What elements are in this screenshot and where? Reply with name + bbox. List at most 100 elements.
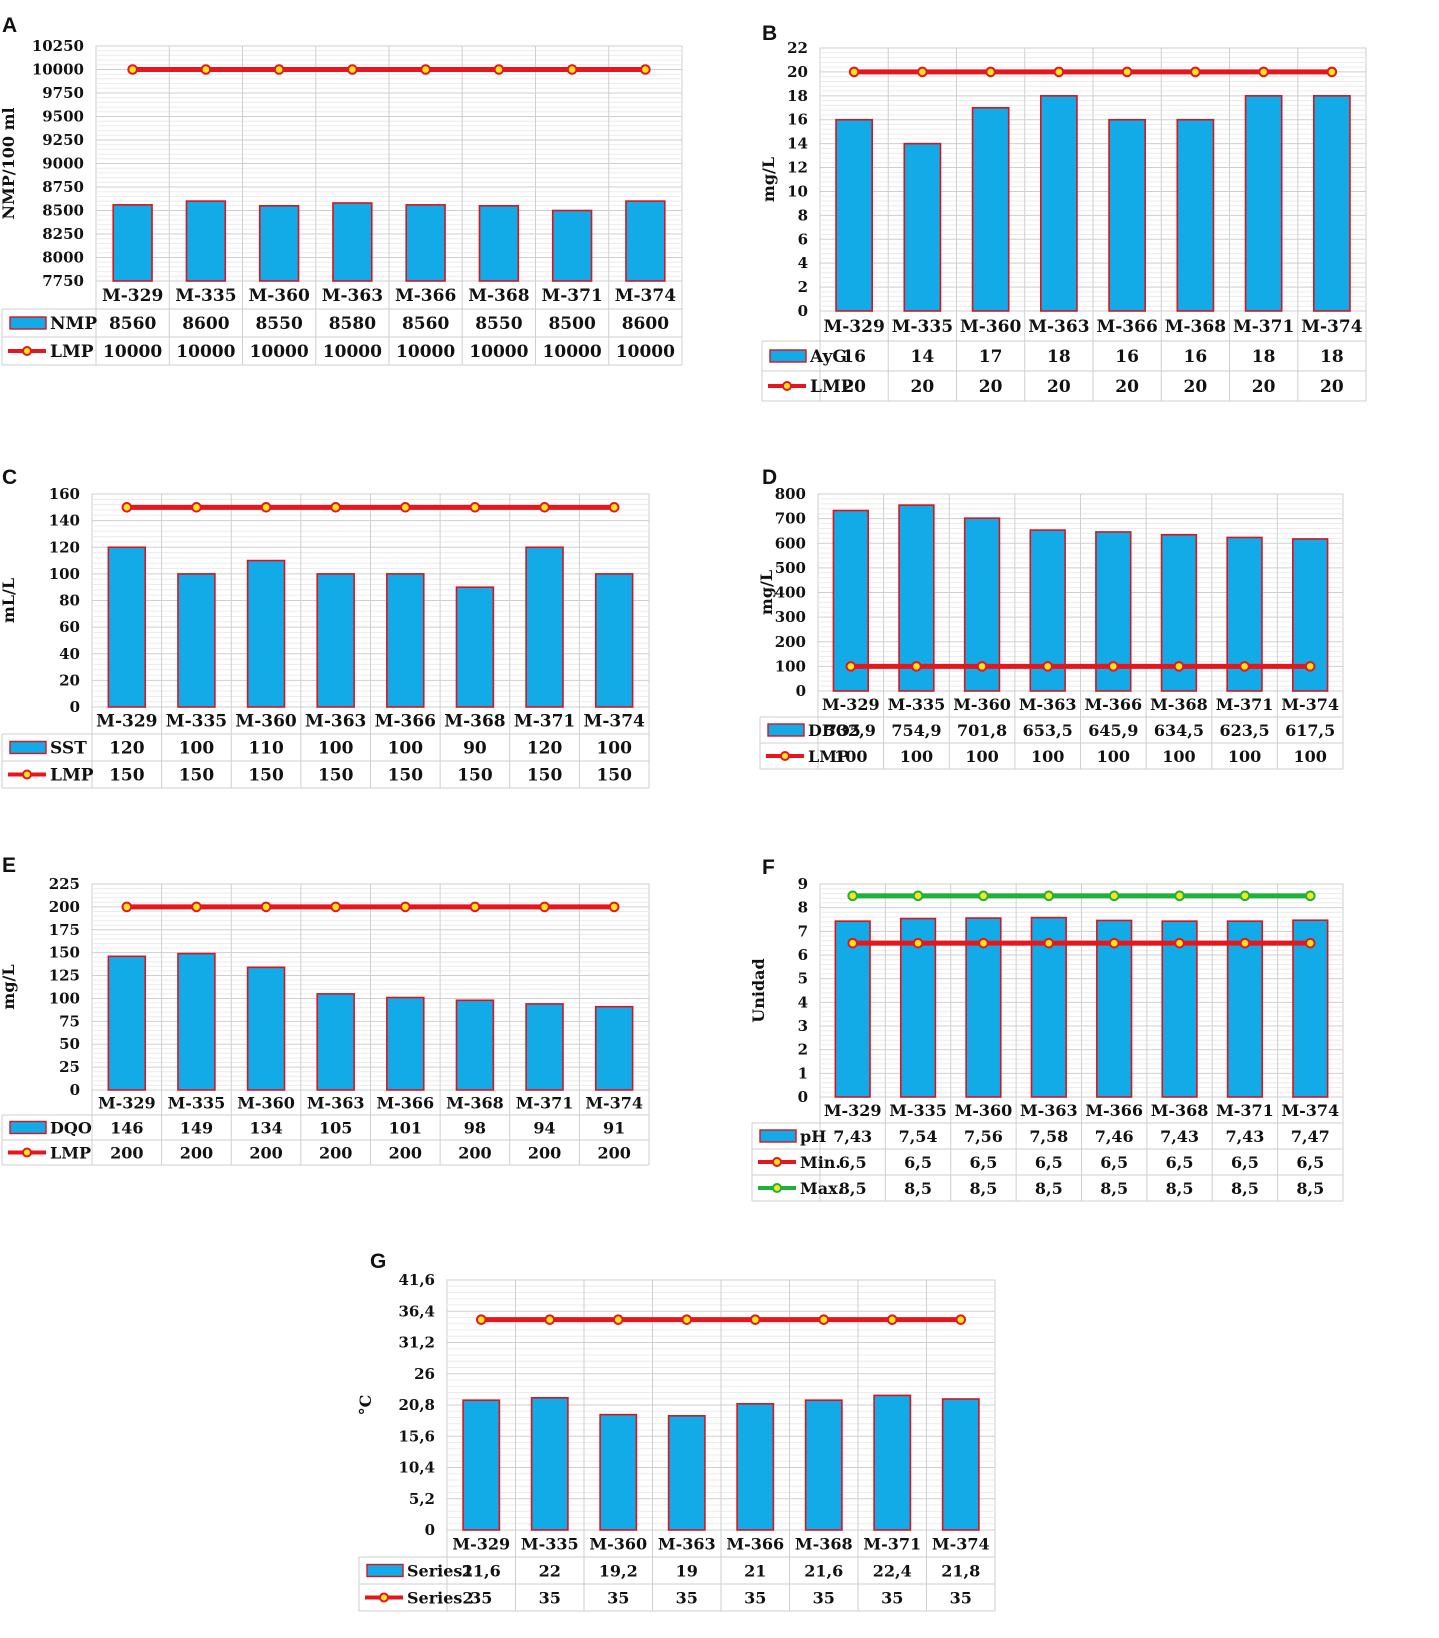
y-tick-label: 5 [798,970,808,988]
y-tick-label: 800 [775,486,806,503]
category-label: M-368 [444,712,505,732]
bar-value-label: 8500 [548,314,595,334]
category-label: M-360 [955,1101,1013,1120]
bar-m-374 [1292,919,1329,1098]
line-marker [749,1314,761,1325]
line-marker [1326,66,1338,78]
category-label: M-371 [516,1094,574,1113]
bar-m-329 [835,118,874,312]
category-label: M-368 [1150,695,1208,714]
line-marker [121,901,133,913]
bar-m-371 [873,1394,912,1531]
legend-bar-name: NMP [50,314,97,334]
line-value-label: 100 [1031,747,1064,766]
y-tick-label: 100 [775,657,806,675]
bar-value-label: 105 [319,1119,352,1138]
y-tick-label: 150 [49,944,80,962]
line-value-label: 10000 [543,342,602,362]
line-value-label: 200 [319,1144,352,1163]
category-label: M-366 [726,1535,784,1554]
bar-m-335 [530,1396,569,1531]
y-tick-label: 9000 [42,155,84,173]
line-value-label: 8,5 [904,1179,932,1198]
y-tick-label: 8 [798,206,808,224]
bar-m-329 [107,546,147,708]
bar-m-374 [941,1398,980,1531]
bar-m-374 [594,573,634,708]
line-value-label: 20 [1184,377,1208,397]
category-label: M-371 [1233,317,1294,337]
line-marker [127,64,138,75]
chart-b: 0 2 4 6 8 10 12 14 16 18 20 22 mg/L M-329 M-335 M-360 M-… [760,40,1367,402]
y-tick-label: 8500 [42,202,84,220]
line-marker [191,901,202,913]
line-value-label: 200 [249,1144,282,1163]
bar-m-371 [525,1003,564,1091]
bar-m-329 [832,509,870,692]
bar-value-label: 18 [1252,347,1276,367]
category-label: M-335 [888,695,946,714]
line-value-label: 35 [950,1589,972,1608]
bar-value-label: 100 [318,739,354,759]
line-marker [273,64,285,75]
bar-value-label: 101 [389,1119,422,1138]
line-value-label: 8,5 [1296,1179,1324,1198]
category-label: M-374 [584,712,646,732]
line-marker [1174,937,1185,949]
y-tick-label: 50 [59,1035,80,1053]
chart-d: 0 100 200 300 400 500 600 700 800 mg/L M-329 M-335 M… [758,486,1344,770]
y-tick-label: 2 [798,1041,808,1059]
line-value-label: 10000 [250,342,309,362]
bar-value-label: 701,8 [957,721,1007,740]
line-marker [566,64,578,75]
bar-value-label: 18 [1320,347,1344,367]
category-label: M-366 [395,286,456,306]
category-label: M-368 [446,1094,504,1113]
legend-line-name: LMP [50,766,94,786]
line-marker [400,901,411,913]
line-marker [121,502,133,513]
line-value-label: 8,5 [1100,1179,1128,1198]
bar-value-label: 8600 [182,314,229,334]
line-marker [1239,937,1251,949]
bar-m-363 [1030,916,1067,1098]
category-label: M-368 [468,286,529,306]
y-tick-label: 500 [775,559,806,577]
bar-m-368 [1161,920,1198,1098]
line-marker [917,66,928,78]
category-label: M-335 [175,286,236,306]
category-label: M-374 [1281,1101,1339,1120]
category-label: M-368 [1151,1101,1209,1120]
legend-line-marker [772,1157,782,1167]
line-marker [608,502,620,513]
line-marker [1190,66,1201,78]
line-marker [347,64,358,75]
y-tick-label: 600 [775,534,806,552]
category-label: M-329 [96,712,157,732]
bar-m-366 [386,573,425,708]
line-marker [544,1314,556,1325]
panel-label-a: A [2,14,18,37]
line-marker [1121,66,1133,78]
line-value-label: 6,5 [1166,1153,1194,1172]
line-marker [475,1314,487,1325]
legend-line-name: Min. [800,1153,841,1172]
line-value-label: 35 [813,1589,835,1608]
chart-f: 0 1 2 3 4 5 6 7 8 9 Unidad M-329 M-335 M-360 M-363 M-36… [750,876,1344,1202]
line-marker [260,901,272,913]
bar-m-335 [903,142,942,312]
y-tick-label: 8000 [42,249,84,267]
bar-value-label: 120 [109,739,145,759]
category-label: M-363 [1020,1101,1078,1120]
y-axis-label: °C [357,1395,375,1416]
panel-label-g: G [370,1250,387,1273]
line-marker [1305,890,1316,902]
line-marker [469,901,481,913]
panel-label-f: F [762,856,775,879]
legend-bar-name: AyG [809,347,847,367]
line-marker [1174,890,1185,902]
category-label: M-371 [514,712,575,732]
bar-m-368 [478,205,520,282]
legend-line-name: LMP [50,1144,91,1163]
bar-value-label: 18 [1047,347,1071,367]
